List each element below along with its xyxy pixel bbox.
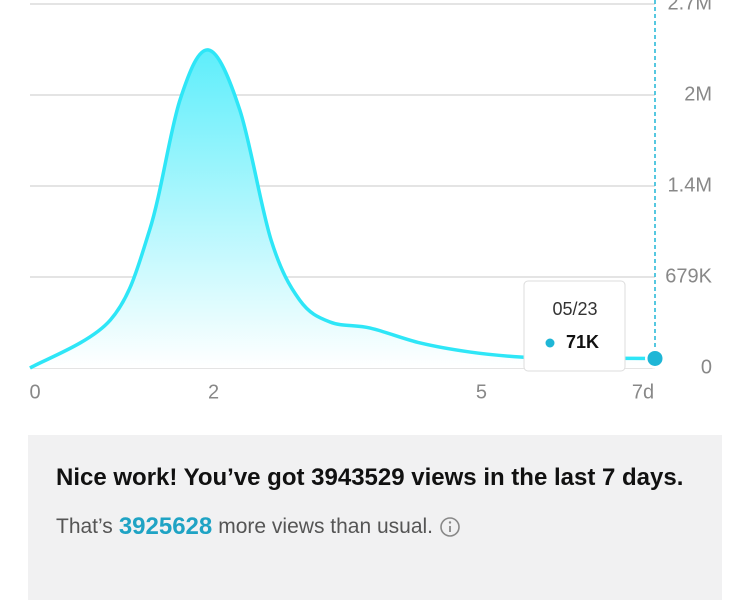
note: That’s 3925628 more views than usual. bbox=[56, 513, 694, 541]
tooltip: 05/23 71K bbox=[523, 280, 626, 372]
y-tick-label: 1.4M bbox=[668, 174, 712, 196]
x-tick-label: 7d bbox=[632, 381, 654, 403]
selected-point-dot bbox=[647, 350, 663, 366]
y-tick-label: 2.7M bbox=[668, 0, 712, 14]
tooltip-value: 71K bbox=[566, 332, 599, 352]
note-prefix: That’s bbox=[56, 515, 113, 538]
area-fill bbox=[30, 49, 655, 369]
tooltip-date: 05/23 bbox=[552, 299, 597, 319]
tooltip-box bbox=[523, 280, 626, 372]
x-tick-label: 5 bbox=[476, 381, 487, 403]
info-icon[interactable] bbox=[439, 516, 461, 538]
summary-card: Nice work! You’ve got 3943529 views in t… bbox=[28, 435, 722, 600]
tooltip-dot bbox=[545, 338, 555, 348]
extra-views: 3925628 bbox=[118, 513, 213, 540]
headline: Nice work! You’ve got 3943529 views in t… bbox=[56, 464, 684, 491]
chart: 0 679K 1.4M 2M 2.7M 0 2 5 7d 05/23 71K bbox=[29, 0, 713, 403]
y-tick-label: 0 bbox=[701, 356, 712, 378]
line bbox=[29, 48, 656, 370]
y-tick-label: 679K bbox=[665, 265, 712, 287]
y-tick-label: 2M bbox=[684, 83, 712, 105]
note-suffix: more views than usual. bbox=[218, 515, 434, 538]
x-tick-label: 2 bbox=[208, 381, 219, 403]
x-tick-label: 0 bbox=[29, 381, 40, 403]
